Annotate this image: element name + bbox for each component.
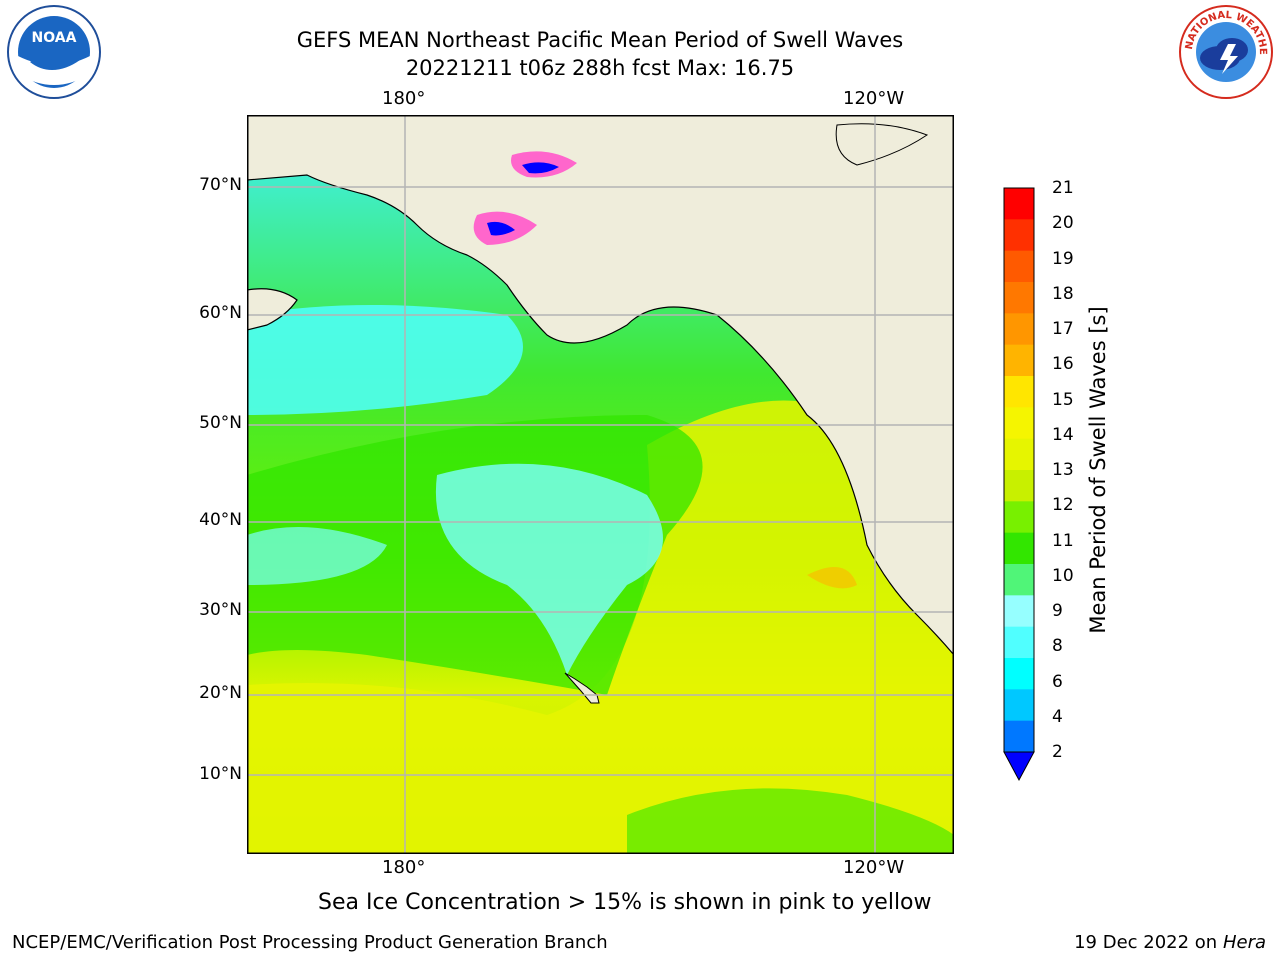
colorbar-segment <box>1004 313 1034 346</box>
colorbar-tick-label: 18 <box>1052 283 1074 304</box>
lat-tick-70n: 70°N <box>199 175 242 195</box>
colorbar-tick-label: 4 <box>1052 706 1063 727</box>
colorbar-tick-label: 6 <box>1052 671 1063 692</box>
chukotka-land <box>247 288 298 331</box>
south-green-band <box>627 788 954 854</box>
lon-tick-top-180: 180° <box>382 88 426 109</box>
footer-date: 19 Dec 2022 on Hera <box>1074 932 1266 953</box>
colorbar-frame <box>1003 187 1035 753</box>
lon-tick-bottom-180: 180° <box>382 857 426 878</box>
lon-tick-top-120w: 120°W <box>843 88 905 109</box>
svg-text:NOAA: NOAA <box>32 30 77 46</box>
colorbar-tick-label: 10 <box>1052 565 1074 586</box>
colorbar-segment <box>1004 344 1034 377</box>
lat-tick-30n: 30°N <box>199 600 242 620</box>
colorbar-tick-label: 19 <box>1052 248 1074 269</box>
colorbar-segment <box>1004 658 1034 690</box>
colorbar-label: Mean Period of Swell Waves [s] <box>1086 306 1110 634</box>
sea-ice-chukchi-core <box>522 162 559 174</box>
footer-host: Hera <box>1222 932 1266 953</box>
colorbar-segment <box>1004 438 1034 471</box>
lat-tick-60n: 60°N <box>199 303 242 323</box>
arctic-island <box>835 123 929 166</box>
lat-tick-20n: 20°N <box>199 683 242 703</box>
map-subtitle: 20221211 t06z 288h fcst Max: 16.75 <box>405 56 795 80</box>
map-title: GEFS MEAN Northeast Pacific Mean Period … <box>296 28 904 52</box>
swell-period-map <box>247 115 954 854</box>
colorbar-segment <box>1004 626 1034 659</box>
colorbar-tick-label: 8 <box>1052 636 1063 657</box>
peak-swell-spot <box>807 567 857 589</box>
colorbar-tick-label: 9 <box>1052 601 1063 621</box>
long-swell-region <box>247 400 954 854</box>
colorbar-tick-label: 13 <box>1052 460 1074 480</box>
colorbar-tick-label: 11 <box>1052 530 1074 551</box>
colorbar-segment <box>1004 282 1034 314</box>
colorbar-tick-label: 12 <box>1052 495 1074 516</box>
colorbar-segment <box>1004 407 1034 440</box>
colorbar-tick-label: 2 <box>1052 742 1063 762</box>
colorbar-tick-label: 21 <box>1052 178 1074 198</box>
colorbar-tick-label: 15 <box>1052 389 1074 410</box>
colorbar-segment <box>1004 501 1034 534</box>
colorbar-extend-triangle <box>1003 751 1035 782</box>
colorbar-segment <box>1004 595 1034 628</box>
short-swell-west <box>247 527 387 585</box>
colorbar-segment <box>1004 689 1034 722</box>
colorbar-segment <box>1004 188 1034 220</box>
colorbar-segment <box>1004 250 1034 283</box>
lat-tick-50n: 50°N <box>199 413 242 433</box>
sea-ice-core <box>487 221 515 236</box>
lon-tick-bottom-120w: 120°W <box>843 857 905 878</box>
sea-ice-caption: Sea Ice Concentration > 15% is shown in … <box>318 890 932 915</box>
colorbar-segment <box>1004 564 1034 596</box>
short-swell-central <box>435 463 663 675</box>
noaa-logo: NOAA <box>6 4 102 104</box>
nws-logo: NATIONAL WEATHER SERVICE <box>1174 0 1274 104</box>
colorbar-segment <box>1004 376 1034 408</box>
footer-producer: NCEP/EMC/Verification Post Processing Pr… <box>12 932 608 953</box>
graticule <box>247 115 954 854</box>
colorbar-tick-label: 20 <box>1052 213 1074 234</box>
colorbar-segment <box>1004 720 1034 753</box>
colorbar-segment <box>1004 470 1034 502</box>
colorbar-tick-label: 14 <box>1052 424 1074 445</box>
lat-tick-40n: 40°N <box>199 510 242 530</box>
lat-tick-10n: 10°N <box>199 764 242 784</box>
colorbar <box>1003 187 1035 782</box>
north-america-land <box>247 115 954 656</box>
short-swell-north <box>247 305 523 415</box>
colorbar-segment <box>1004 219 1034 252</box>
colorbar-tick-label: 16 <box>1052 354 1074 375</box>
colorbar-segment <box>1004 532 1034 565</box>
footer-date-text: 19 Dec 2022 on <box>1074 932 1218 953</box>
map-frame <box>247 115 954 854</box>
colorbar-tick-label: 17 <box>1052 319 1074 339</box>
